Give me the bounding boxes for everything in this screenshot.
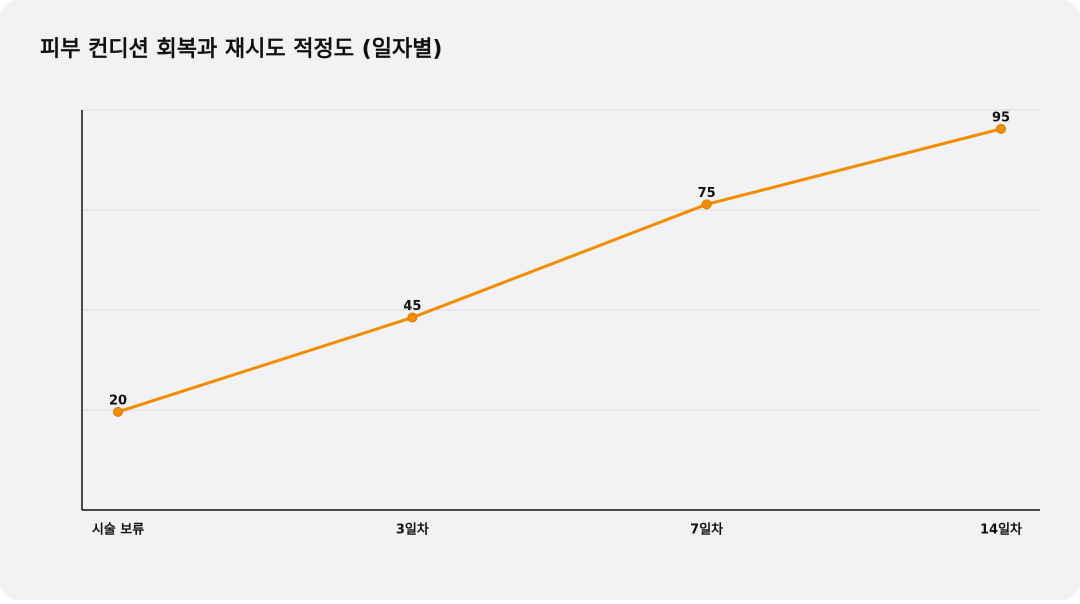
x-tick-label: 시술 보류	[92, 523, 144, 538]
line	[117, 127, 1002, 414]
point	[701, 199, 712, 210]
point	[407, 312, 418, 323]
point	[996, 123, 1006, 134]
data-label: 45	[403, 299, 421, 314]
data-label: 20	[109, 393, 127, 408]
chart-title: 피부 컨디션 회복과 재시도 적정도 (일자별)	[40, 37, 443, 62]
x-tick-label: 7일차	[690, 522, 723, 538]
data-label: 95	[992, 110, 1010, 125]
x-tick-label: 14일차	[980, 522, 1022, 538]
x-tick-label: 3일차	[396, 522, 429, 538]
point	[113, 406, 123, 417]
data-label: 75	[698, 186, 716, 201]
